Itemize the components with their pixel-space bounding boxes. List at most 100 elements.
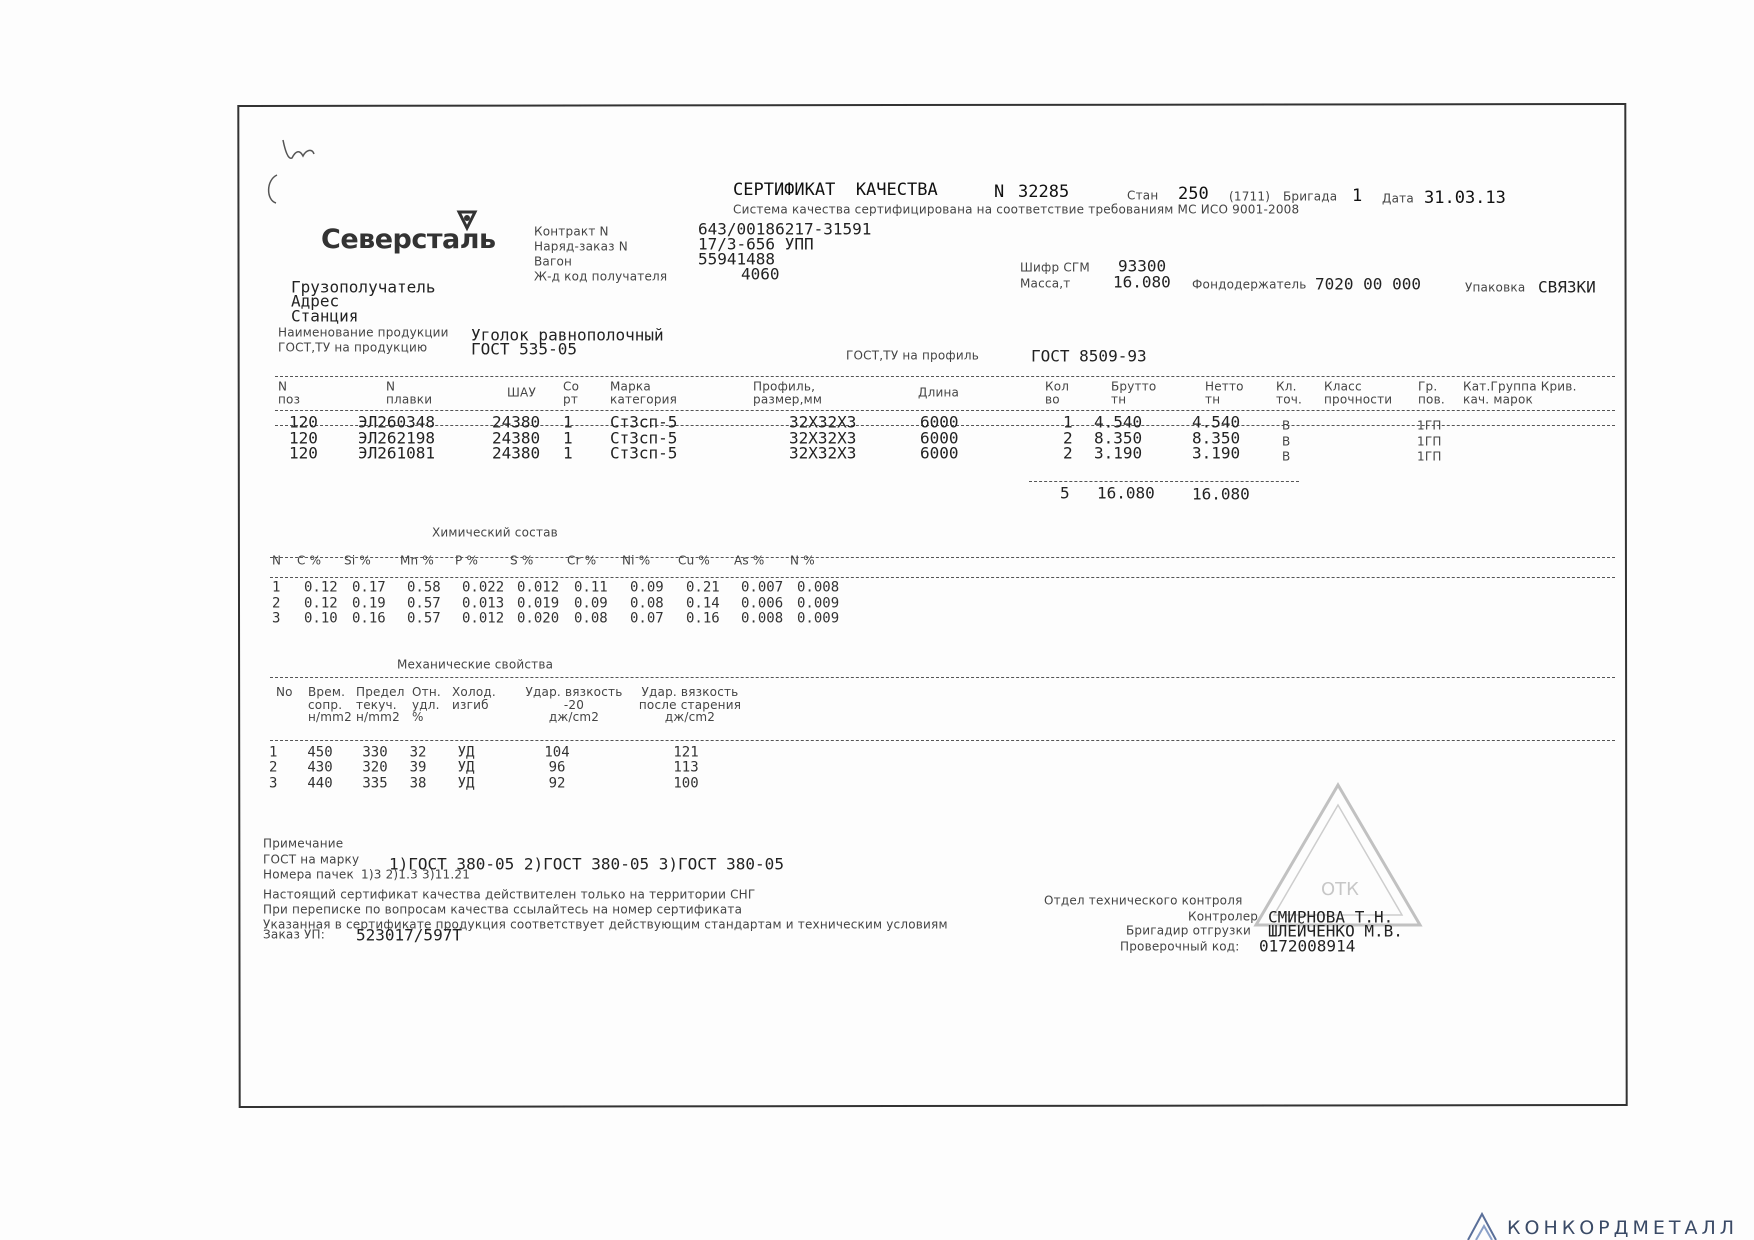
table-cell: 0.14 xyxy=(686,595,720,612)
table-cell: 0.009 xyxy=(797,595,840,612)
table-cell: 0.008 xyxy=(797,579,840,596)
separator xyxy=(270,577,1615,578)
code-label: Шифр СГМ xyxy=(1020,260,1090,275)
shipment-label: Наряд-заказ N xyxy=(534,239,628,254)
table-cell: 0.12 xyxy=(304,579,338,596)
table-header: Si % xyxy=(344,553,371,568)
table-cell: 6000 xyxy=(920,428,959,448)
table-header: Удар. вязкость после старения дж/cm2 xyxy=(638,685,742,725)
table-header: N плавки xyxy=(386,379,433,406)
package-value: СВЯЗКИ xyxy=(1538,277,1596,297)
table-cell: 32Х32Х3 xyxy=(789,428,857,448)
table-cell: 32Х32Х3 xyxy=(789,412,857,432)
number-label: N xyxy=(994,182,1005,203)
product-name-label: Наименование продукции xyxy=(278,325,449,340)
code-value: 93300 xyxy=(1118,256,1167,276)
table-cell: УД xyxy=(457,775,475,792)
profile-gost-label: ГОСТ,ТУ на профиль xyxy=(846,348,979,363)
table-cell: В xyxy=(1282,434,1291,449)
table-cell: 39 xyxy=(409,759,427,776)
table-header: Длина xyxy=(918,385,960,400)
table-cell: 3 xyxy=(269,775,278,792)
table-cell: 32 xyxy=(409,744,427,761)
table-cell: 1 xyxy=(563,412,573,432)
table-header: No xyxy=(276,685,293,699)
separator xyxy=(275,425,1615,426)
svg-text:ОТК: ОТК xyxy=(1321,879,1359,900)
shipment-label: Ж-д код получателя xyxy=(534,269,668,284)
table-cell: 0.006 xyxy=(741,595,784,612)
table-cell: 120 xyxy=(289,443,318,463)
table-cell: 24380 xyxy=(492,428,541,448)
total-qty: 5 xyxy=(1060,483,1070,503)
mill-label: Стан xyxy=(1127,188,1159,203)
table-header: As % xyxy=(734,553,765,568)
order-label: Заказ УП: xyxy=(263,927,326,942)
section-title: Химический состав xyxy=(432,525,558,540)
table-header: Брутто тн xyxy=(1111,379,1157,406)
table-cell: 0.013 xyxy=(462,595,505,612)
table-cell: 2 xyxy=(272,595,281,612)
table-header: Гр. пов. xyxy=(1418,379,1445,406)
brigade-value: 1 xyxy=(1352,186,1363,207)
separator xyxy=(1029,481,1299,482)
profile-gost: ГОСТ 8509-93 xyxy=(1031,346,1147,366)
table-cell: 0.16 xyxy=(686,610,720,627)
table-cell: 120 xyxy=(289,428,318,448)
table-cell: 1ГП xyxy=(1417,418,1442,433)
logo-text: Северсталь xyxy=(321,223,496,255)
date-label: Дата xyxy=(1382,191,1414,206)
table-cell: УД xyxy=(457,759,475,776)
table-cell: 0.58 xyxy=(407,579,441,596)
product-gost-label: ГОСТ,ТУ на продукцию xyxy=(278,340,428,355)
consignee-label: Грузополучатель xyxy=(291,277,436,297)
holder-label: Фондодержатель xyxy=(1192,277,1307,292)
table-cell: ЭЛ261081 xyxy=(358,443,436,463)
table-cell: 113 xyxy=(673,759,699,776)
table-cell: 0.08 xyxy=(574,610,608,627)
table-cell: 38 xyxy=(409,775,427,792)
table-cell: 0.19 xyxy=(352,595,386,612)
table-header: Отн. удл. % xyxy=(412,685,441,725)
table-cell: 121 xyxy=(673,744,699,761)
table-cell: 0.10 xyxy=(304,610,338,627)
grade-label: ГОСТ на марку xyxy=(263,852,360,867)
table-header: Врем. сопр. н/mm2 xyxy=(308,685,352,725)
table-cell: 0.012 xyxy=(462,610,505,627)
table-header: N поз xyxy=(278,379,301,406)
table-cell: 0.09 xyxy=(630,579,664,596)
shipment-label: Контракт N xyxy=(534,224,609,239)
certificate-number: 32285 xyxy=(1018,182,1070,203)
logo-mark xyxy=(456,210,478,232)
table-cell: В xyxy=(1282,418,1291,433)
table-header: Профиль, размер,мм xyxy=(753,379,823,406)
table-cell: 430 xyxy=(307,759,333,776)
table-cell: ЭЛ260348 xyxy=(358,412,436,432)
table-header: Кл. точ. xyxy=(1276,379,1303,406)
table-cell: 320 xyxy=(362,759,388,776)
table-cell: 32Х32Х3 xyxy=(789,443,857,463)
controller-name: СМИРНОВА Т.Н. xyxy=(1268,907,1394,927)
table-cell: 0.21 xyxy=(686,579,720,596)
table-cell: 2 xyxy=(269,759,278,776)
table-cell: ЭЛ262198 xyxy=(358,428,436,448)
table-cell: 0.022 xyxy=(462,579,505,596)
table-cell: 100 xyxy=(673,775,699,792)
table-header: S % xyxy=(510,553,534,568)
bundles-label: Номера пачек xyxy=(263,867,354,882)
table-header: C % xyxy=(297,553,322,568)
table-header: Со рт xyxy=(563,379,580,406)
table-header: Кол во xyxy=(1045,379,1070,406)
table-cell: 0.007 xyxy=(741,579,784,596)
notes-line: Настоящий сертификат качества действител… xyxy=(263,887,756,902)
table-cell: 24380 xyxy=(492,443,541,463)
table-cell: 2 xyxy=(1063,428,1073,448)
table-cell: 3 xyxy=(272,610,281,627)
table-cell: Ст3сп-5 xyxy=(610,443,678,463)
stamp: ОТК xyxy=(1253,782,1423,927)
table-header: Cu % xyxy=(678,553,711,568)
shipment-label: Вагон xyxy=(534,254,573,269)
shipment-value: 643/00186217-31591 xyxy=(698,219,872,239)
table-cell: 8.350 xyxy=(1094,428,1143,448)
